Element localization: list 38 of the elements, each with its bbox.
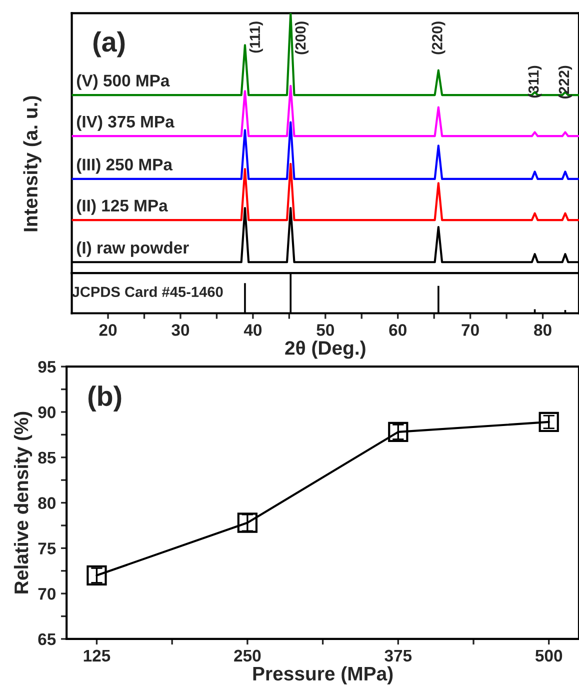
x-tick-label: 70 [462,324,479,336]
point [538,412,559,432]
x-tick-label: 375 [384,650,412,662]
y-tick-label: 75 [38,542,56,554]
annotation: (222) [558,66,572,98]
point [86,565,107,586]
series-label: (IV) 375 MPa [76,115,174,131]
x-axis-title: 2θ (Deg.) [285,340,366,359]
x-tick-label: 60 [389,324,406,336]
annotation: (a) [93,31,125,58]
x-tick-label: 30 [172,324,190,336]
x-tick-label: 500 [535,650,562,662]
annotation: (200) [294,22,309,54]
series-label: (II) 125 MPa [76,199,168,215]
point [388,422,408,442]
y-tick-label: 85 [38,452,56,464]
y-tick-label: 90 [38,406,56,418]
series-label: (V) 500 MPa [76,74,170,90]
y-axis-title: Relative density (%) [14,412,32,594]
x-tick-label: 50 [316,324,334,336]
y-tick-label: 95 [38,361,56,373]
y-tick-label: 65 [38,633,56,646]
annotation: (311) [528,66,542,98]
y-tick-label: 70 [38,588,56,600]
series-label: (I) raw powder [76,241,189,257]
y-axis-title: Intensity (a. u.) [23,96,42,232]
point [237,512,258,533]
x-tick-label: 20 [99,324,117,336]
x-tick-label: 250 [234,650,261,662]
annotation: (220) [432,22,446,54]
x-tick-label: 80 [534,324,552,336]
x-tick-label: 40 [244,324,262,336]
annotation: (111) [249,22,263,53]
series-label: (III) 250 MPa [76,158,173,174]
x-tick-label: 125 [84,650,110,662]
x-axis-title: Pressure (MPa) [253,666,393,684]
y-tick-label: 80 [38,497,56,509]
annotation: (b) [88,386,122,412]
